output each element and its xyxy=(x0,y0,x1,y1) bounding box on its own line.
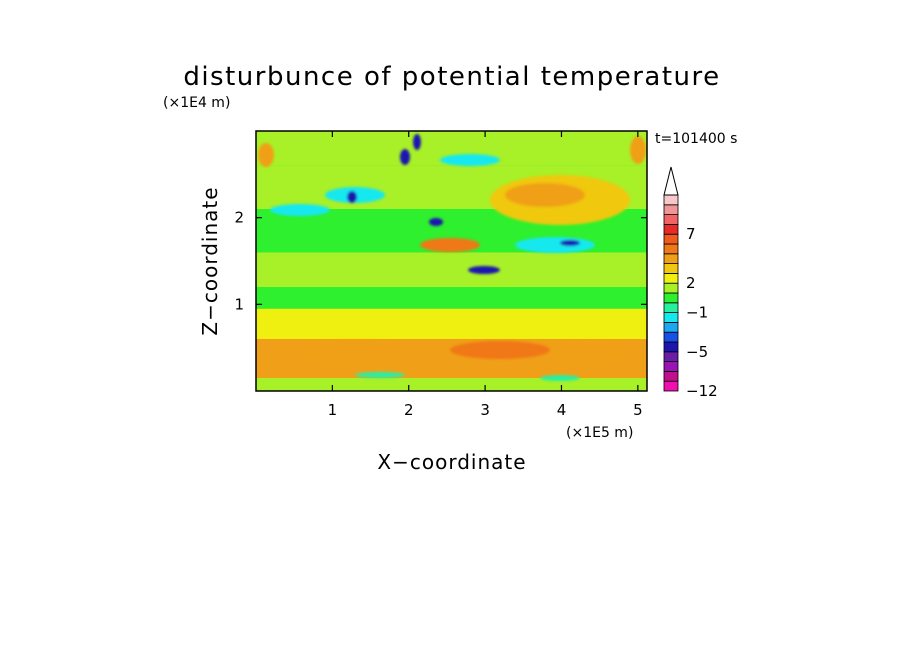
x-axis: 1 2 3 4 5 xyxy=(328,131,643,419)
colorbar-swatch xyxy=(663,223,679,235)
colorbar-swatch xyxy=(663,341,679,353)
colorbar-swatch xyxy=(663,194,679,206)
y-axis: 12 xyxy=(234,209,647,313)
colorbar-swatch xyxy=(663,233,679,245)
colorbar-swatch xyxy=(663,243,679,255)
colorbar-swatch xyxy=(663,204,679,216)
warm-feature xyxy=(258,143,274,167)
warm-feature xyxy=(450,341,550,359)
cold-feature xyxy=(468,266,500,274)
cool-feature xyxy=(270,204,330,216)
x-tick-label: 5 xyxy=(633,401,643,419)
plot-frame xyxy=(255,130,648,392)
field-band xyxy=(256,287,647,309)
colorbar-tick-label: 7 xyxy=(686,225,696,243)
time-label: t=101400 s xyxy=(655,131,737,147)
cold-feature xyxy=(400,149,410,165)
colorbar-swatch xyxy=(663,321,679,333)
x-tick-label: 1 xyxy=(328,401,338,419)
field-band xyxy=(256,252,647,287)
colorbar-swatch xyxy=(663,272,679,284)
colorbar-tick-label: −1 xyxy=(686,304,708,322)
y-tick-label: 1 xyxy=(234,295,244,313)
cold-feature xyxy=(540,375,580,381)
colorbar-swatch xyxy=(663,331,679,343)
field-band xyxy=(256,308,647,339)
warm-feature xyxy=(550,342,630,362)
colorbar-swatch xyxy=(663,282,679,294)
colorbar-swatch xyxy=(663,214,679,225)
warm-feature xyxy=(630,136,646,164)
x-tick-label: 2 xyxy=(404,401,414,419)
warm-feature xyxy=(420,238,480,252)
warm-feature xyxy=(505,183,585,207)
cold-feature xyxy=(355,372,405,378)
cold-feature xyxy=(413,134,421,150)
colorbar-tick-label: 2 xyxy=(686,274,696,292)
colorbar-swatch xyxy=(663,361,679,372)
x-tick-label: 3 xyxy=(480,401,490,419)
x-axis-label: X−coordinate xyxy=(377,450,526,474)
cool-feature xyxy=(515,237,595,253)
field-features xyxy=(258,134,646,381)
colorbar-swatch xyxy=(663,380,679,392)
cold-feature xyxy=(347,191,357,203)
cool-feature xyxy=(440,154,500,166)
plot-area xyxy=(256,131,647,391)
y-tick-label: 2 xyxy=(234,209,244,227)
colorbar-swatch xyxy=(663,370,679,382)
y-unit-label: (×1E4 m) xyxy=(163,95,230,111)
colorbar-tick-label: −5 xyxy=(686,343,708,361)
x-tick-label: 4 xyxy=(557,401,567,419)
colorbar-swatch xyxy=(663,292,679,304)
y-axis-label: Z−coordinate xyxy=(198,186,222,335)
colorbar: 7 2 −1 −5 −12 xyxy=(663,166,718,400)
cold-feature xyxy=(560,240,580,246)
chart-title: disturbunce of potential temperature xyxy=(183,62,720,92)
colorbar-swatch xyxy=(663,253,679,265)
colorbar-swatch xyxy=(663,302,679,313)
colorbar-swatch xyxy=(663,351,679,362)
cold-feature xyxy=(429,218,443,226)
colorbar-swatch xyxy=(663,312,679,323)
colorbar-tick-label: −12 xyxy=(686,382,718,400)
colorbar-swatch xyxy=(663,263,679,274)
field-band xyxy=(256,378,647,391)
colorbar-extension-arrow xyxy=(663,166,679,196)
warm-feature xyxy=(300,340,410,364)
x-unit-label: (×1E5 m) xyxy=(566,425,633,441)
